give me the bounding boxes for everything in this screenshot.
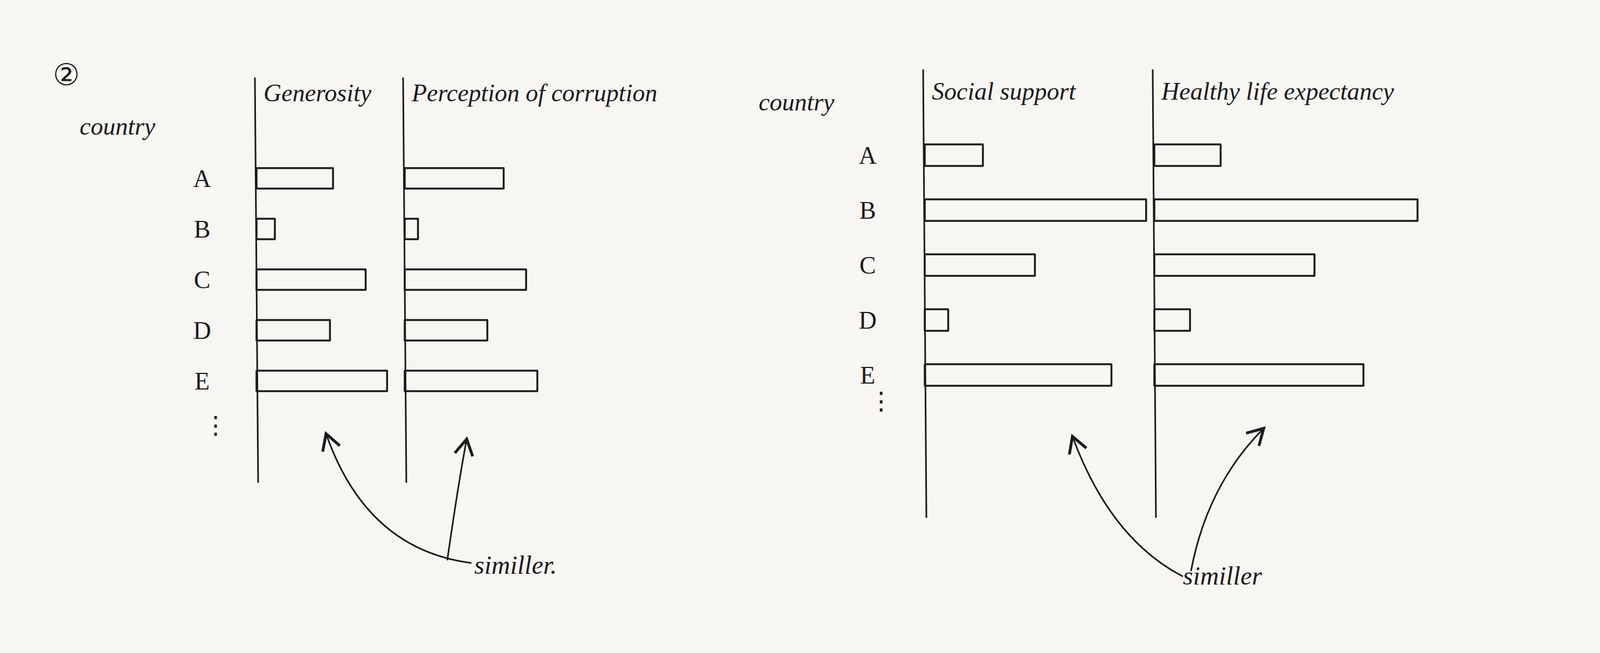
panel-title: Social support: [931, 77, 1077, 106]
panel-title: Perception of corruption: [411, 79, 658, 107]
annotation: similler: [1182, 561, 1263, 591]
bar: [1154, 199, 1418, 221]
category-label: A: [192, 164, 211, 193]
category-label: E: [194, 367, 210, 396]
category-label: C: [194, 266, 211, 294]
bar: [404, 218, 419, 240]
bar: [1154, 254, 1315, 276]
y-axis-label: country: [758, 88, 835, 116]
bar: [924, 199, 1147, 221]
bars: [256, 168, 387, 392]
category-label: C: [859, 251, 877, 280]
bar: [1154, 309, 1190, 331]
y-axis-label: country: [79, 112, 156, 141]
chart: country ABCDE ⋮ Generosity Perception of cor…: [79, 78, 658, 580]
bar: [1154, 364, 1364, 386]
bar: [404, 168, 504, 189]
panel-title: Generosity: [263, 79, 372, 107]
bar: [404, 269, 526, 290]
category-label: E: [860, 361, 876, 390]
more-label: ⋮: [203, 411, 228, 440]
arrow: [326, 433, 472, 564]
bar: [256, 168, 334, 189]
panel-title: Healthy life expectancy: [1160, 77, 1395, 106]
bar: [924, 309, 949, 331]
category-label: D: [858, 306, 877, 335]
bars: [1154, 144, 1418, 386]
bar: [924, 364, 1112, 386]
bar: [924, 254, 1035, 276]
category-label: A: [858, 141, 877, 170]
bar: [256, 269, 366, 290]
bar: [924, 144, 983, 166]
category-label: B: [859, 196, 877, 225]
bar: [404, 370, 538, 392]
bar: [256, 320, 330, 341]
arrow: [1190, 428, 1264, 572]
figure: ②countryABCDE⋮GenerosityPerception of co…: [0, 0, 1600, 653]
category-label: D: [192, 316, 211, 345]
axis-line: [1152, 70, 1156, 518]
figure-label: ②: [52, 58, 80, 92]
axis-line: [923, 70, 927, 518]
bars: [404, 168, 538, 392]
annotation: similler.: [474, 550, 557, 580]
arrow: [447, 439, 467, 561]
bar: [256, 370, 387, 392]
category-label: B: [194, 215, 211, 244]
bar: [256, 218, 275, 240]
bar: [404, 320, 488, 341]
bar: [1154, 144, 1221, 166]
arrow: [1072, 436, 1183, 577]
chart: country ABCDE⋮ Social support Healthy life …: [758, 70, 1418, 591]
more-label: ⋮: [868, 387, 894, 415]
bars: [924, 144, 1147, 386]
